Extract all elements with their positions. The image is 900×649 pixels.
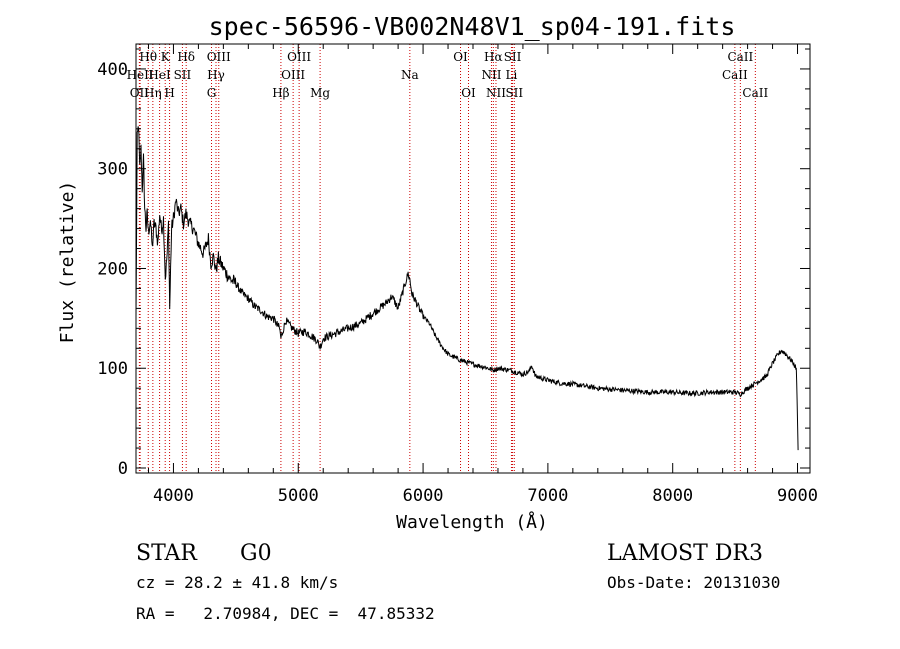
observation-date: Obs-Date: 20131030 — [607, 573, 780, 592]
y-tick-label-3: 300 — [97, 160, 128, 180]
line-marker-label-21: NII — [486, 86, 506, 100]
ra-dec-coordinates: RA = 2.70984, DEC = 47.85332 — [136, 604, 435, 623]
line-marker-label-3: HeII — [127, 68, 154, 82]
line-marker-label-11: Hγ — [207, 68, 225, 82]
line-marker-label-9: G — [207, 86, 217, 100]
y-tick-label-2: 200 — [97, 259, 128, 279]
line-marker-label-22: SII — [504, 50, 522, 64]
line-marker-label-0: Hθ — [139, 50, 157, 64]
spectral-line-labels: HθHηOIIHeIIHeIKHSIIHδGOIIIHγHβOIIIOIIIMg… — [127, 50, 769, 100]
line-marker-label-18: OI — [461, 86, 476, 100]
line-marker-label-8: Hδ — [177, 50, 195, 64]
x-axis-ticks: 4000 5000 6000 7000 8000 9000 — [147, 44, 818, 506]
line-marker-label-7: SII — [174, 68, 192, 82]
x-tick-label-0: 4000 — [153, 486, 194, 506]
x-tick-label-5: 9000 — [777, 486, 818, 506]
line-marker-label-20: NII — [481, 68, 501, 82]
line-marker-label-17: OI — [453, 50, 468, 64]
x-tick-label-4: 8000 — [652, 486, 693, 506]
line-marker-label-13: OIII — [287, 50, 311, 64]
y-axis-label: Flux (relative) — [57, 181, 78, 344]
chart-title: spec-56596-VB002N48V1_sp04-191.fits — [209, 12, 736, 41]
line-marker-label-1: Hη — [144, 86, 162, 100]
object-subclass: G0 — [240, 541, 272, 566]
spectrum-line — [135, 126, 799, 451]
object-class: STAR — [136, 541, 198, 566]
line-marker-label-5: K — [161, 50, 171, 64]
y-tick-label-4: 400 — [97, 60, 128, 80]
y-tick-label-1: 100 — [97, 359, 128, 379]
line-marker-label-24: SII — [505, 86, 523, 100]
y-axis-ticks: 0 100 200 300 400 — [97, 48, 810, 479]
line-marker-label-12: Hβ — [272, 86, 289, 100]
y-tick-label-0: 0 — [118, 459, 128, 479]
line-marker-label-26: CaII — [722, 68, 748, 82]
line-marker-label-23: Li — [506, 68, 518, 82]
line-marker-label-25: CaII — [727, 50, 753, 64]
line-marker-label-27: CaII — [742, 86, 768, 100]
x-axis-label: Wavelength (Å) — [396, 511, 548, 533]
line-marker-label-6: H — [164, 86, 174, 100]
line-marker-label-16: Na — [401, 68, 419, 82]
x-tick-label-2: 6000 — [403, 486, 444, 506]
line-marker-label-10: OIII — [207, 50, 231, 64]
plot-frame — [135, 43, 811, 474]
survey-name: LAMOST DR3 — [607, 541, 763, 566]
line-marker-label-4: HeI — [148, 68, 171, 82]
redshift-cz: cz = 28.2 ± 41.8 km/s — [136, 573, 338, 592]
spectral-line-markers — [138, 44, 756, 473]
x-tick-label-3: 7000 — [527, 486, 568, 506]
line-marker-label-19: Hα — [484, 50, 503, 64]
x-tick-label-1: 5000 — [278, 486, 319, 506]
line-marker-label-2: OII — [130, 86, 150, 100]
line-marker-label-14: OIII — [281, 68, 305, 82]
line-marker-label-15: Mg — [310, 86, 330, 100]
